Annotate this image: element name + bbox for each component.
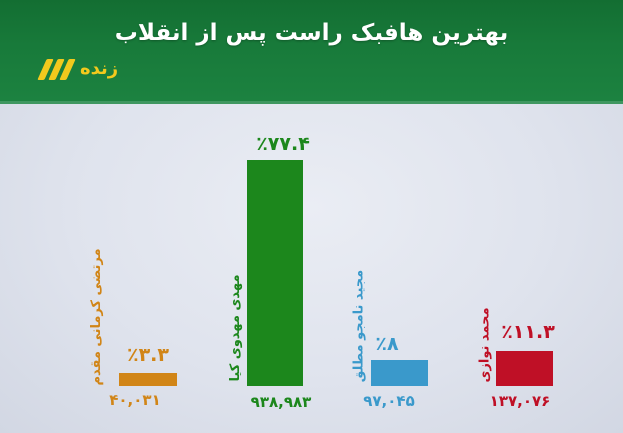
- live-label: زنده: [80, 58, 119, 79]
- bar-rect: [371, 360, 428, 386]
- bar-rect: [496, 351, 553, 386]
- bar-category-label: مهدی مهدوی کیا: [228, 274, 243, 382]
- bar-category-label: محمد نوازی: [477, 307, 493, 383]
- bar-votes-label: ۹۷,۰۴۵: [363, 392, 415, 410]
- bar-votes-label: ۹۳۸,۹۸۳: [250, 393, 312, 411]
- page-title: بهترین هافبک راست پس از انقلاب: [114, 20, 509, 46]
- bar-percent-label: ٪۸: [375, 333, 399, 355]
- bar-rect: [247, 160, 303, 386]
- bar-percent-label: ٪۷۷.۴: [256, 133, 310, 155]
- bar-percent-label: ٪۱۱.۳: [501, 321, 555, 343]
- bar-votes-label: ۴۰,۰۳۱: [109, 391, 161, 409]
- three-slashes-icon: [37, 58, 76, 80]
- bar-rect: [119, 373, 177, 386]
- header-band: بهترین هافبک راست پس از انقلاب زنده: [0, 0, 623, 104]
- live-badge: زنده: [37, 55, 119, 83]
- bar-votes-label: ۱۳۷,۰۷۶: [489, 392, 551, 410]
- bar-category-label: مجید نامجو مطلق: [351, 269, 367, 383]
- bar-category-label: مرتضی کرمانی مقدم: [89, 248, 104, 386]
- bar-percent-label: ٪۳.۳: [126, 344, 169, 366]
